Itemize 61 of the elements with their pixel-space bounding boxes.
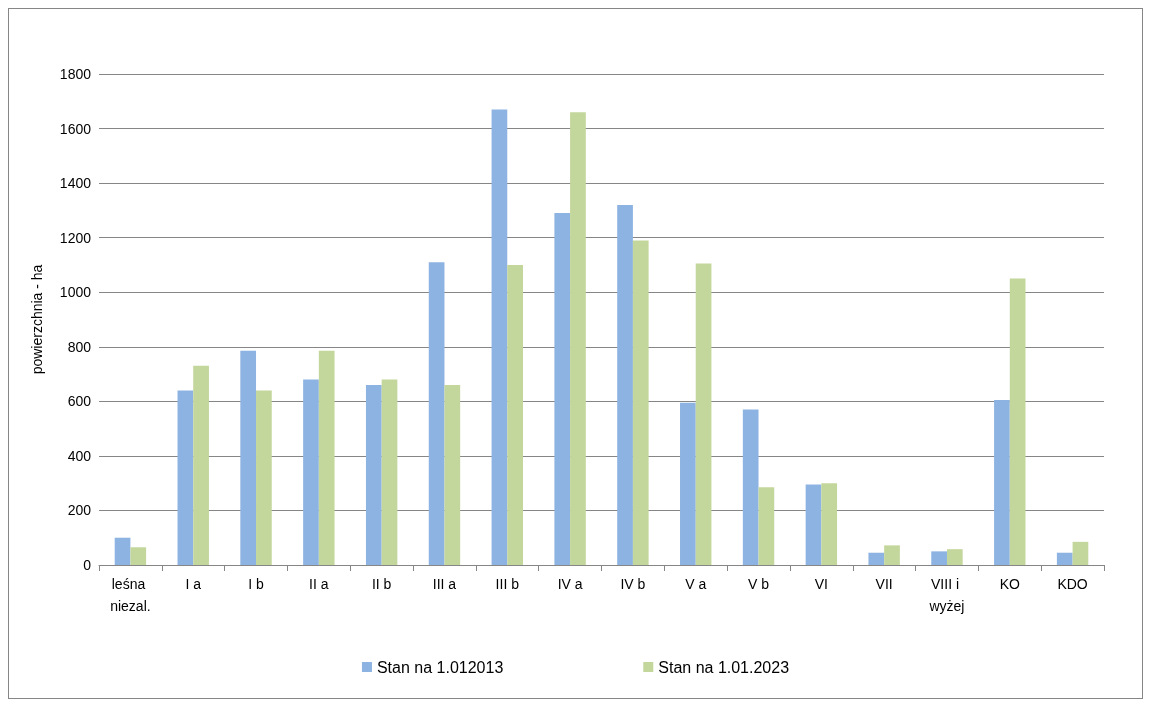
x-tick-label: III a (432, 576, 457, 592)
bar (303, 379, 319, 565)
x-tick-label: KO (999, 576, 1020, 592)
bar (931, 551, 947, 565)
bar (193, 365, 209, 565)
bar (256, 390, 272, 565)
x-tick-label: IV a (557, 576, 583, 592)
bar (130, 547, 147, 565)
y-tick-label: 200 (67, 502, 92, 519)
bar (1009, 278, 1026, 565)
bar (1072, 541, 1089, 565)
x-tick-label: leśna niezal. (110, 576, 151, 614)
x-tick-label: VI (814, 576, 828, 592)
x-tick-label: II a (309, 576, 329, 592)
bar (680, 402, 696, 565)
x-tick-label: II b (371, 576, 392, 592)
x-tick-label: V b (748, 576, 770, 592)
y-tick-label: 800 (67, 338, 92, 355)
y-tick-label: 1000 (59, 284, 92, 301)
bar (632, 240, 649, 565)
bar (994, 399, 1010, 565)
bar (444, 384, 461, 565)
bar (805, 484, 822, 565)
legend-label: Stan na 1.01.2023 (658, 658, 790, 676)
bar (758, 487, 775, 565)
y-tick-label: 0 (83, 557, 92, 573)
x-tick-label: I a (185, 576, 202, 592)
y-tick-label: 1800 (59, 66, 92, 82)
bar (946, 549, 963, 565)
bar (381, 379, 398, 565)
bar (617, 204, 633, 565)
x-tick-label: IV b (620, 576, 646, 592)
y-tick-label: 1200 (59, 229, 92, 246)
bar (1056, 552, 1073, 565)
bar (570, 112, 586, 565)
bar (318, 350, 335, 565)
bar (868, 552, 885, 565)
bar (554, 213, 571, 565)
bar (821, 483, 838, 565)
x-tick-label: VIII i wyżej (928, 576, 965, 614)
y-tick-label: 600 (67, 393, 92, 410)
x-tick-label: III b (495, 576, 520, 592)
x-tick-label: I b (248, 576, 265, 592)
bar (428, 262, 445, 565)
y-axis-title: powierzchnia - ha (29, 264, 45, 375)
y-tick-label: 1400 (59, 175, 92, 192)
bar (695, 263, 712, 565)
bar (240, 350, 257, 565)
y-tick-label: 1600 (59, 120, 92, 137)
bar (177, 390, 194, 565)
x-tick-label: VII (875, 576, 893, 592)
bar (884, 545, 900, 565)
bar (365, 384, 382, 565)
y-tick-label: 400 (67, 447, 92, 464)
x-tick-label: V a (685, 576, 707, 592)
bar (742, 409, 759, 565)
bar (491, 109, 508, 565)
legend-label: Stan na 1.012013 (376, 658, 504, 676)
bar (507, 264, 523, 565)
x-tick-label: KDO (1057, 576, 1088, 592)
bar (114, 537, 131, 565)
